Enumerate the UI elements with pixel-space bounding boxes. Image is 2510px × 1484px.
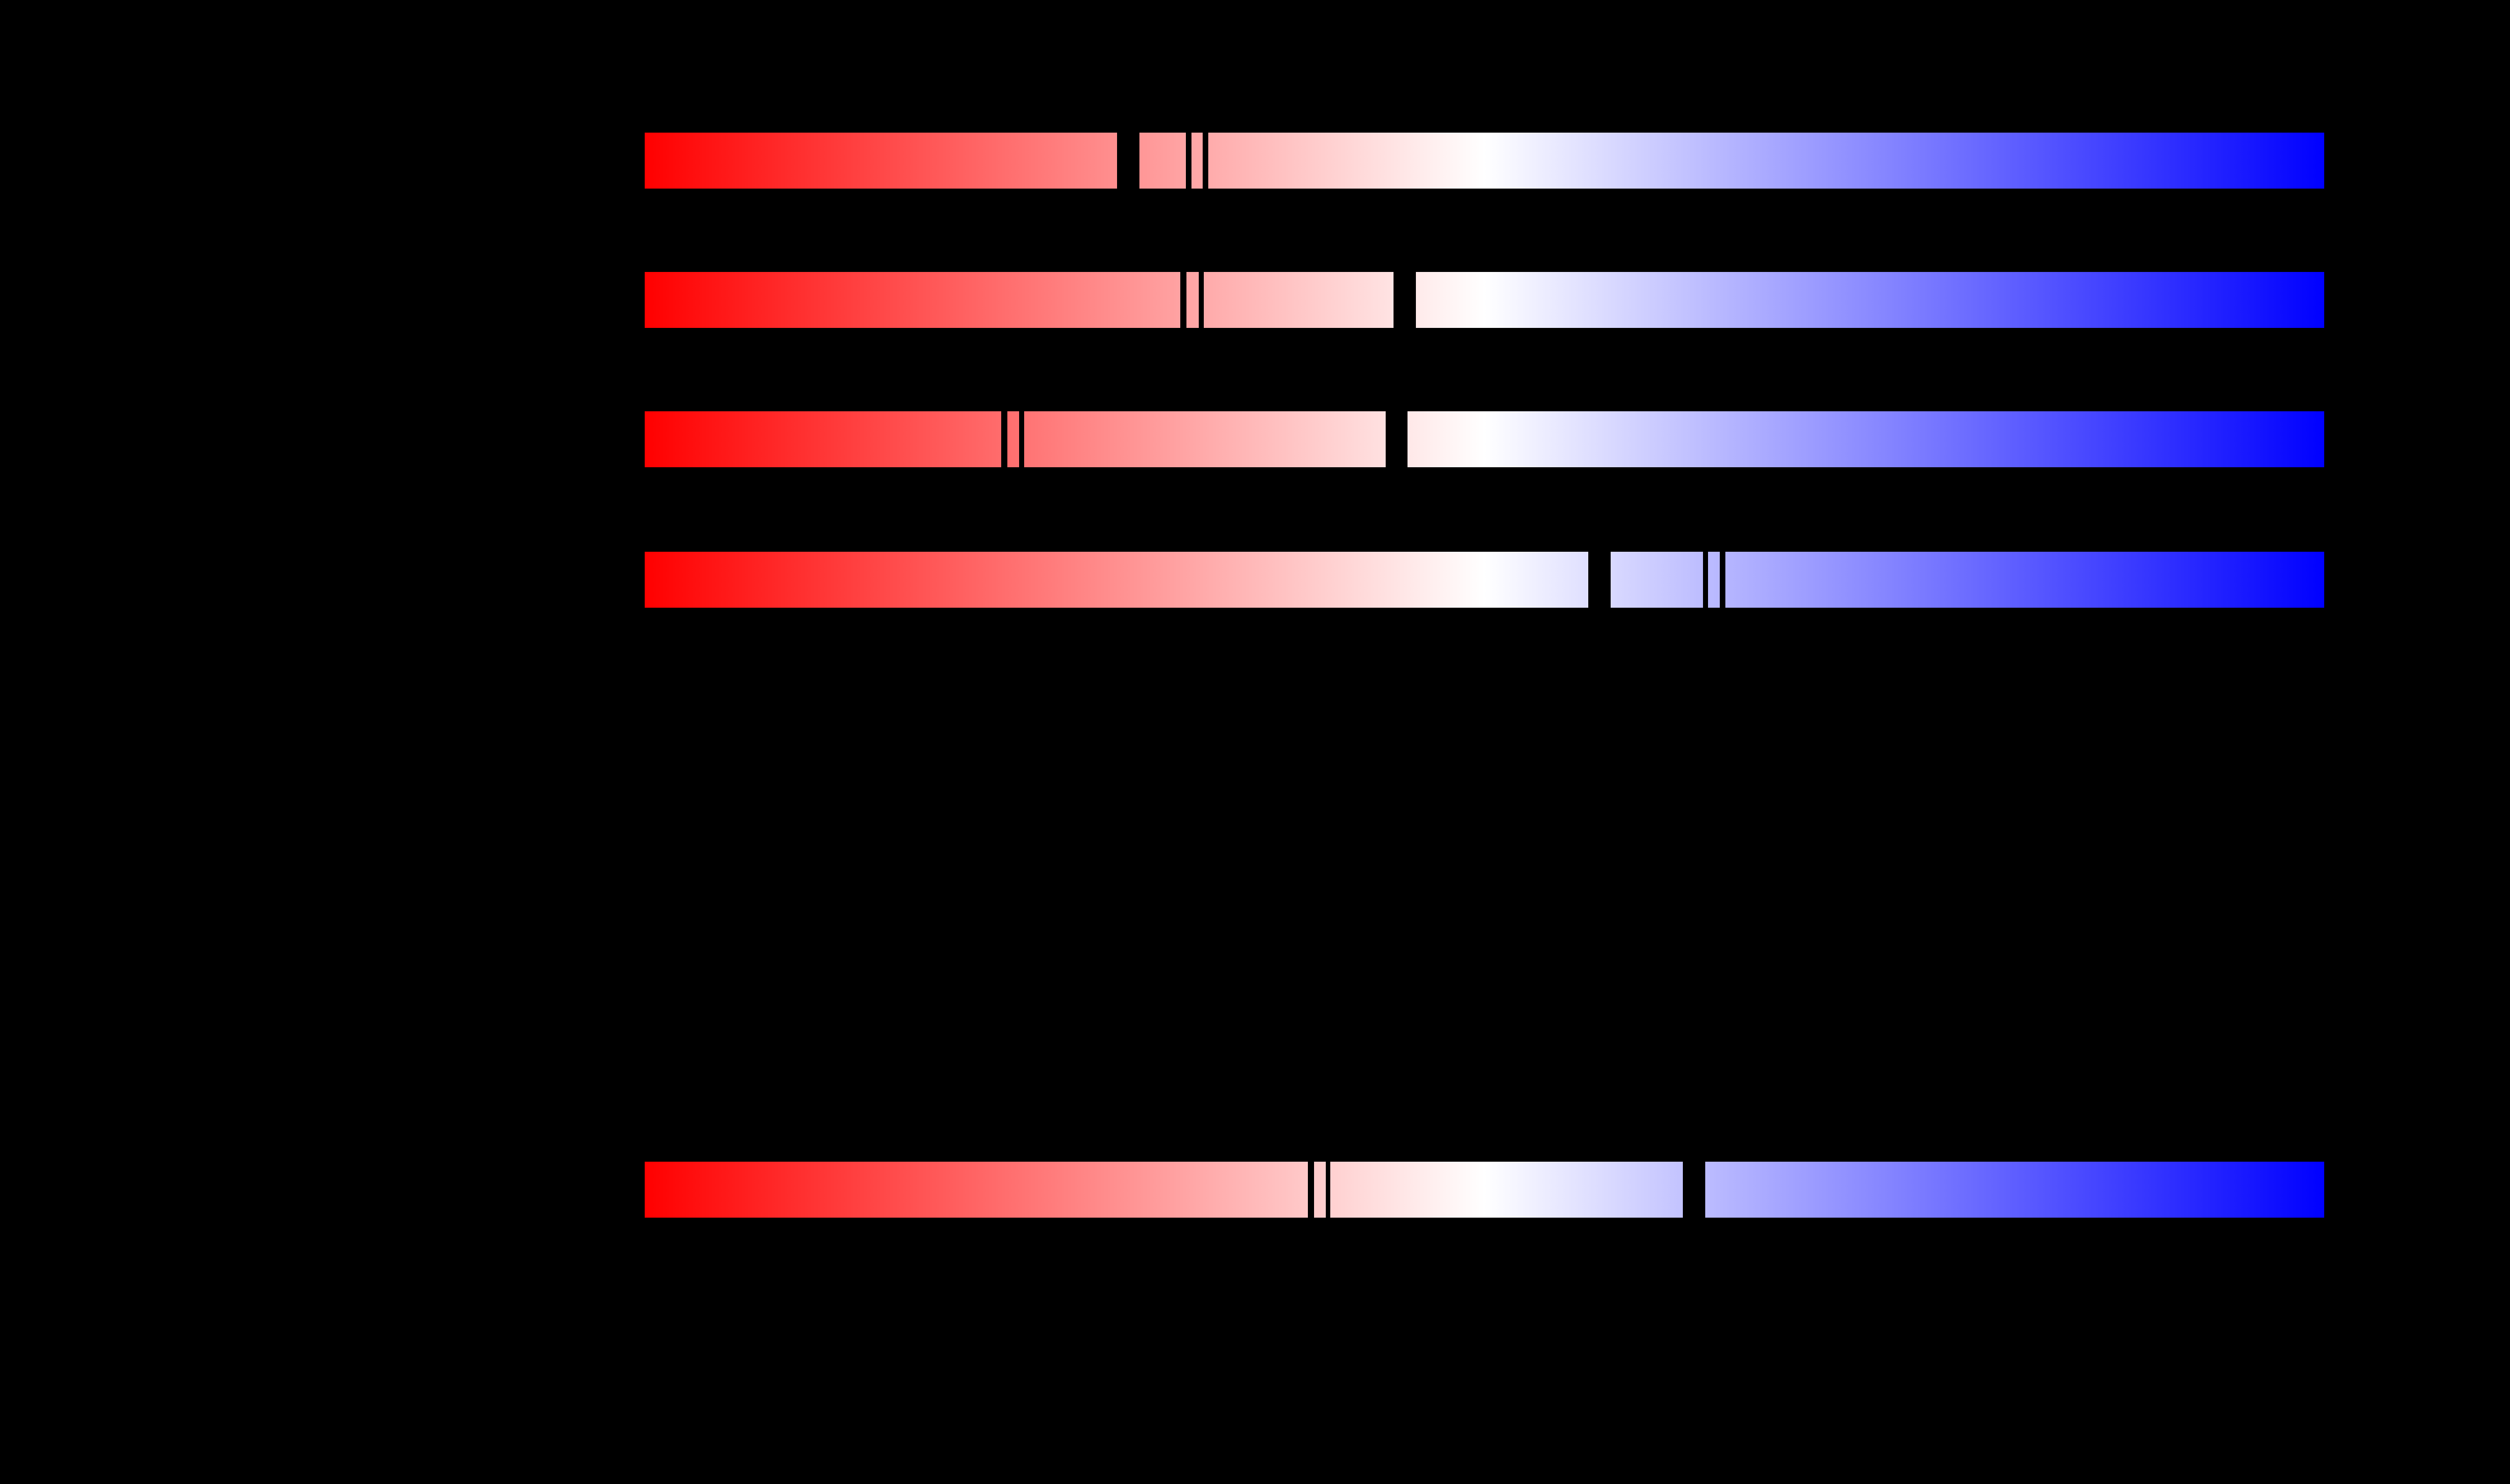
thin-marker	[1186, 133, 1191, 189]
thick-marker	[1394, 272, 1416, 328]
thin-marker	[1703, 552, 1708, 608]
thin-marker	[1001, 411, 1007, 467]
thin-marker	[1308, 1162, 1314, 1218]
thin-marker	[1199, 272, 1204, 328]
gradient-bar-row-5	[645, 1162, 2324, 1218]
thick-marker	[1588, 552, 1611, 608]
thick-marker	[1117, 133, 1139, 189]
thin-marker	[1019, 411, 1024, 467]
gradient-bar-row-4	[645, 552, 2324, 608]
gradient-bar-row-3	[645, 411, 2324, 467]
thick-marker	[1683, 1162, 1705, 1218]
thin-marker	[1720, 552, 1725, 608]
thin-marker	[1326, 1162, 1330, 1218]
gradient-bar-row-1	[645, 133, 2324, 189]
gradient-bar-row-2	[645, 272, 2324, 328]
thin-marker	[1203, 133, 1208, 189]
thick-marker	[1386, 411, 1408, 467]
thin-marker	[1180, 272, 1186, 328]
